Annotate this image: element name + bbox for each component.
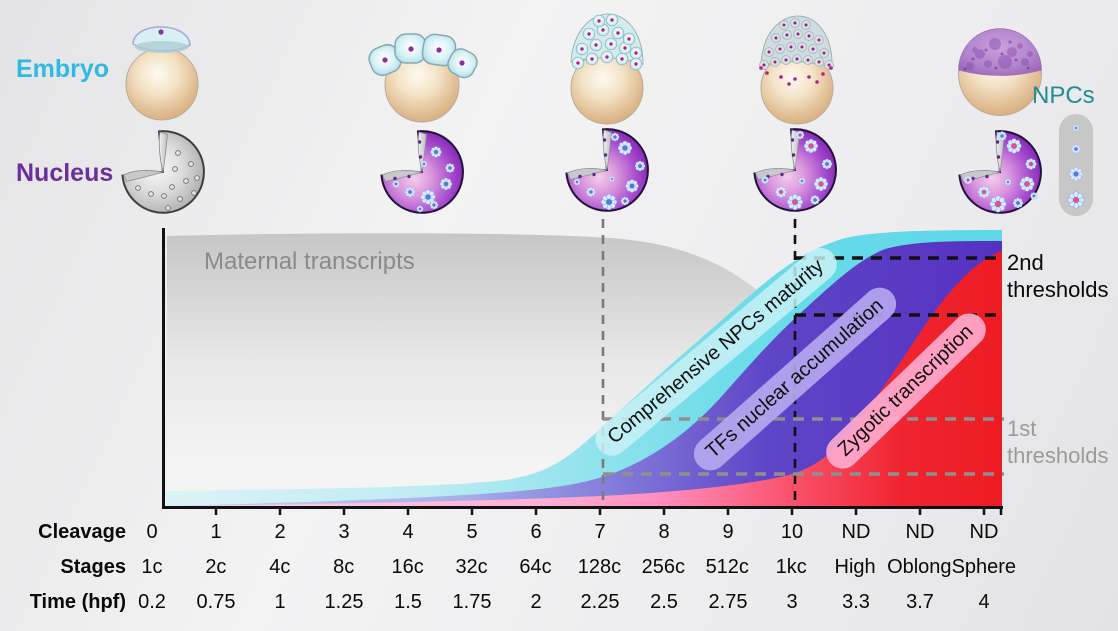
first-thresholds-label: 1st thresholds — [1007, 416, 1109, 468]
stage-value: 128c — [577, 556, 622, 578]
stages-row-label: Stages — [60, 556, 126, 578]
x-axis-ticks — [214, 508, 1003, 515]
time-row-label: Time (hpf) — [29, 591, 126, 613]
stage-value: High — [834, 556, 876, 578]
stage-value: Oblong — [887, 556, 952, 578]
embryo-stage-icon-1c — [125, 26, 199, 121]
cleavage-value: 2 — [274, 521, 286, 543]
embryo-row-label: Embryo — [16, 55, 110, 83]
time-value: 1.25 — [324, 591, 364, 613]
nucleus-stage-icon-128c — [565, 128, 649, 212]
cleavage-row: 0 1 2 3 4 5 6 7 8 9 10 ND ND ND — [120, 521, 1016, 544]
stage-value: 32c — [455, 556, 488, 578]
stage-value: 2c — [205, 556, 227, 578]
time-row: 0.2 0.75 1 1.25 1.5 1.75 2 2.25 2.5 2.75… — [120, 591, 1016, 614]
second-thresholds-label: 2nd thresholds — [1007, 250, 1109, 302]
cleavage-value: 1 — [210, 521, 222, 543]
nucleus-stage-icon-8c — [380, 130, 464, 214]
stage-value: 8c — [333, 556, 355, 578]
nucleus-stage-icon-1c — [121, 130, 205, 214]
stage-value: 16c — [391, 556, 424, 578]
time-value: 2.75 — [708, 591, 748, 613]
tf-accumulation-area — [163, 241, 1002, 507]
stage-value: 512c — [705, 556, 749, 578]
stage-value: 1kc — [775, 556, 807, 578]
embryo-stage-icon-1kc — [759, 15, 834, 125]
stage-value: 64c — [519, 556, 552, 578]
cleavage-value: 0 — [146, 521, 158, 543]
cleavage-value: 8 — [658, 521, 670, 543]
cleavage-row-label: Cleavage — [38, 521, 126, 543]
cleavage-value: 3 — [338, 521, 350, 543]
stage-value: Sphere — [951, 556, 1017, 578]
time-value: 2.25 — [580, 591, 620, 613]
stage-value: 1c — [141, 556, 163, 578]
scattered-dots — [759, 66, 833, 86]
embryo-stage-icon-sphere — [958, 28, 1042, 116]
maternal-transcripts-label: Maternal transcripts — [204, 248, 415, 275]
embryo-stage-icon-128c — [570, 13, 644, 125]
time-value: 4 — [978, 591, 990, 613]
nuclear-pores — [135, 150, 200, 211]
cleavage-value: 6 — [530, 521, 542, 543]
nucleus-row-label: Nucleus — [16, 159, 114, 187]
cleavage-value: 4 — [402, 521, 414, 543]
time-value: 0.2 — [138, 591, 166, 613]
npc-legend — [1059, 114, 1093, 216]
time-value: 3.7 — [906, 591, 934, 613]
stage-value: 256c — [641, 556, 686, 578]
stage-value: 4c — [269, 556, 291, 578]
nucleus-stage-icon-sphere — [958, 130, 1042, 214]
time-value: 1.5 — [394, 591, 422, 613]
cleavage-value: ND — [841, 521, 871, 543]
stages-row: 1c 2c 4c 8c 16c 32c 64c 128c 256c 512c 1… — [120, 556, 1016, 579]
cleavage-value: 9 — [722, 521, 734, 543]
time-value: 0.75 — [196, 591, 236, 613]
nucleus-stage-icon-1kc — [753, 128, 837, 212]
time-value: 3.3 — [842, 591, 870, 613]
cleavage-value: ND — [905, 521, 935, 543]
axes — [162, 228, 1003, 509]
time-value: 2 — [530, 591, 542, 613]
npcs-legend-label: NPCs — [1032, 82, 1095, 109]
time-value: 1 — [274, 591, 286, 613]
npc-flower-icon — [1068, 166, 1084, 182]
cleavage-value: 7 — [594, 521, 606, 543]
time-value: 1.75 — [452, 591, 492, 613]
npc-flower-icon — [1067, 191, 1085, 209]
cleavage-value: 5 — [466, 521, 478, 543]
blastoderm-mottle — [966, 38, 1033, 70]
cleavage-value: 10 — [780, 521, 804, 543]
zygotic-area — [163, 251, 1002, 507]
npc-flower-icon — [1071, 144, 1081, 154]
embryo-stage-icon-8c — [368, 33, 478, 123]
cleavage-value: ND — [969, 521, 999, 543]
time-value: 2.5 — [650, 591, 678, 613]
time-value: 3 — [786, 591, 798, 613]
npc-flower-icon — [1072, 124, 1080, 132]
